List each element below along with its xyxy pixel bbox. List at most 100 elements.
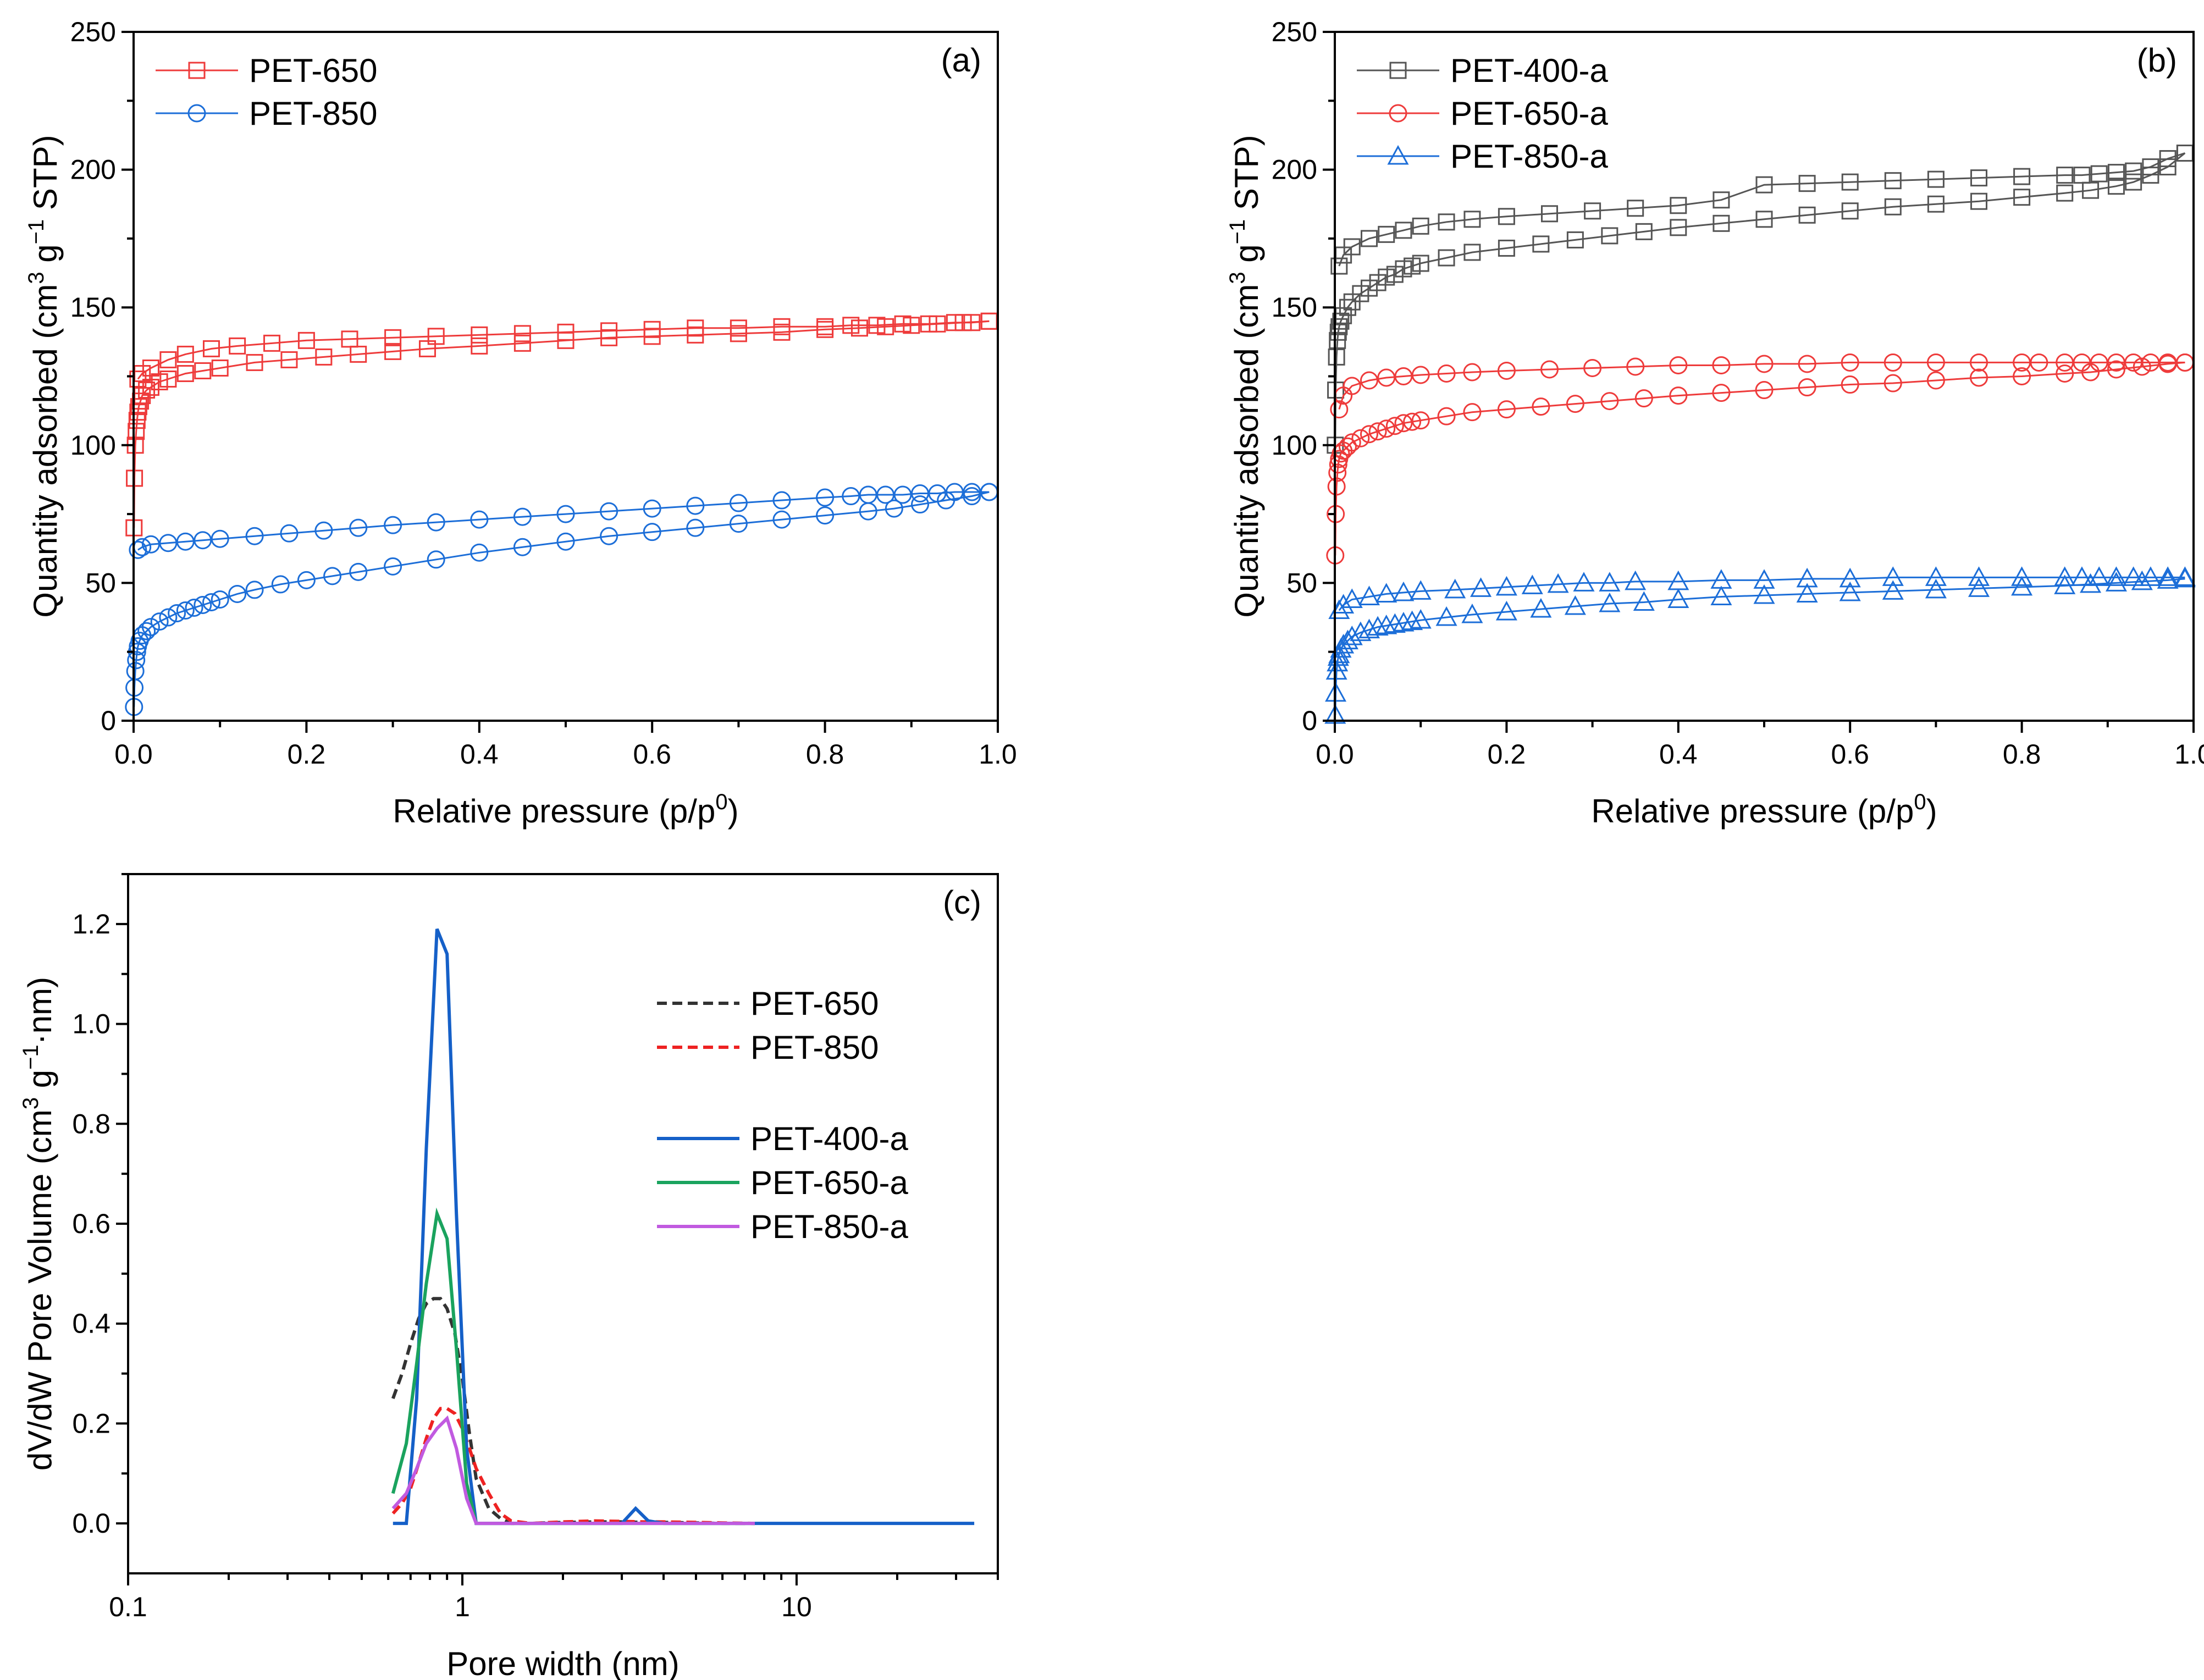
data-point-PET-850-a-adsorption: [1350, 621, 1372, 642]
data-point-PET-850-adsorption: [816, 506, 835, 525]
data-point-PET-850-a-desorption: [1410, 580, 1432, 600]
data-point-PET-650-a-desorption: [1755, 355, 1774, 373]
chart-panel-b: 0.0 0.2 0.4 0.6 0.8 1.0 0 50 100 150 200 250 Relativ…: [1225, 16, 2204, 830]
series-line-PET-850-a-desorption: [1338, 576, 2185, 611]
chart-panel-a: 0.0 0.2 0.4 0.6 0.8 1.0 0 50 100 150 200 250 Relativ…: [24, 16, 1017, 830]
legend-label: PET-850: [249, 95, 377, 132]
data-point-PET-400-a-adsorption: [1927, 195, 1945, 213]
data-point-PET-850-adsorption: [194, 595, 212, 614]
data-point-PET-850-a-adsorption: [1710, 585, 1732, 605]
y-tick-label: 100: [1272, 430, 1317, 461]
data-point-PET-850-a-desorption: [1796, 567, 1818, 588]
data-point-PET-400-a-adsorption: [1369, 274, 1387, 291]
data-point-PET-850-a-desorption: [2088, 566, 2110, 586]
data-point-PET-850-a-adsorption: [1796, 583, 1818, 603]
data-point-PET-650-a-desorption: [1970, 353, 1988, 372]
data-point-PET-850-a-desorption: [1547, 573, 1569, 593]
data-point-PET-850-desorption: [245, 527, 264, 545]
data-point-PET-650-a-adsorption: [1532, 397, 1550, 416]
data-point-PET-650-desorption: [687, 319, 704, 337]
y-tick-label: 0: [101, 705, 116, 736]
data-point-PET-650-desorption: [963, 314, 981, 331]
data-point-PET-650-adsorption: [418, 340, 436, 357]
data-point-PET-400-a-adsorption: [1635, 223, 1653, 240]
data-point-PET-650-a-desorption: [1626, 357, 1645, 376]
data-point-PET-850-a-desorption: [1470, 577, 1492, 597]
data-point-PET-650-a-desorption: [1497, 361, 1516, 380]
data-point-PET-850-a-adsorption: [1599, 592, 1621, 612]
legend-label: PET-650-a: [1450, 95, 1608, 132]
data-point-PET-850-adsorption: [228, 584, 247, 603]
data-point-PET-850-a-desorption: [1521, 574, 1543, 594]
legend-entry-PET-850-a: PET-850-a: [657, 1208, 908, 1245]
legend-entry-PET-400-a: PET-400-a: [1357, 52, 1608, 89]
data-point-PET-650-a-adsorption: [1394, 414, 1413, 433]
series-line-PET-400-a-adsorption: [1334, 152, 2186, 445]
data-point-PET-400-a-adsorption: [1339, 299, 1356, 316]
data-point-PET-400-a-adsorption: [1360, 279, 1378, 297]
y-tick-label: 1.0: [72, 1009, 111, 1040]
legend-marker: [1389, 62, 1407, 79]
y-tick-label: 0.8: [72, 1108, 111, 1139]
legend-label: PET-850-a: [750, 1208, 908, 1245]
data-point-PET-400-a-desorption: [2056, 167, 2074, 184]
data-point-PET-650-a-desorption: [1798, 355, 1816, 373]
data-point-PET-650-adsorption: [471, 337, 488, 355]
data-point-PET-850-desorption: [911, 484, 930, 503]
data-point-PET-400-a-desorption: [2013, 168, 2031, 185]
data-point-PET-850-a-desorption: [1882, 566, 1904, 586]
data-point-PET-650-a-adsorption: [1497, 400, 1516, 419]
data-point-PET-850-a-desorption: [1495, 576, 1517, 596]
x-axis-label: Relative pressure (p/p0): [1591, 790, 1937, 830]
series-line-PET-400-a-desorption: [1338, 152, 2185, 267]
y-tick-label: 50: [85, 567, 116, 598]
data-point-PET-650-desorption: [471, 326, 488, 344]
data-point-PET-400-a-adsorption: [1970, 192, 1987, 210]
data-point-PET-650-a-adsorption: [1327, 477, 1346, 496]
series-line-PET-650-a-desorption: [1338, 361, 2185, 410]
data-point-PET-850-a-adsorption: [2157, 569, 2179, 589]
data-point-PET-850-a-desorption: [1753, 569, 1775, 589]
data-point-PET-650-desorption: [842, 317, 860, 334]
data-point-PET-400-a-desorption: [1463, 211, 1481, 228]
data-point-PET-400-a-adsorption: [1395, 260, 1412, 278]
y-tick-label: 150: [70, 292, 116, 323]
plot-frame: [132, 31, 999, 722]
data-point-PET-650-desorption: [263, 334, 281, 352]
series-line-PET-650-adsorption: [133, 320, 990, 528]
legend-entry-PET-850: PET-850: [156, 95, 377, 132]
data-point-PET-650-a-adsorption: [1926, 371, 1945, 390]
data-point-PET-850-desorption: [176, 532, 195, 551]
data-point-PET-850-a-desorption: [1667, 570, 1689, 590]
x-tick-label: 10: [781, 1591, 812, 1622]
data-point-PET-650-desorption: [946, 314, 963, 331]
data-point-PET-650-a-adsorption: [1368, 422, 1387, 441]
legend-entry-PET-400-a: PET-400-a: [657, 1120, 908, 1157]
data-point-PET-850-a-adsorption: [1530, 598, 1552, 618]
data-point-PET-850-adsorption: [202, 593, 220, 611]
data-point-PET-850-a-adsorption: [1358, 618, 1380, 639]
data-point-PET-400-a-desorption: [1670, 197, 1687, 214]
legend-entry-PET-650: PET-650: [156, 52, 377, 89]
y-axis-label: Quantity adsorbed (cm3 g−1 STP): [24, 135, 64, 617]
data-point-PET-650-a-desorption: [1926, 353, 1945, 372]
data-point-PET-400-a-desorption: [1360, 230, 1378, 247]
data-point-PET-650-adsorption: [315, 348, 333, 366]
data-point-PET-650-a-adsorption: [1338, 437, 1357, 456]
data-point-PET-650-desorption: [229, 337, 246, 355]
data-point-PET-850-a-desorption: [1968, 566, 1990, 586]
y-tick-label: 200: [70, 154, 116, 185]
panel-label: (a): [941, 42, 981, 79]
data-point-PET-850-a-desorption: [1333, 594, 1355, 614]
data-point-PET-650-desorption: [920, 315, 937, 333]
data-point-PET-400-a-adsorption: [1332, 312, 1350, 330]
data-point-PET-650-desorption: [384, 329, 402, 346]
data-point-PET-650-a-adsorption: [1669, 386, 1688, 405]
data-point-PET-850-a-adsorption: [1925, 578, 1947, 599]
data-point-PET-650-desorption: [129, 371, 147, 388]
data-point-PET-850-a-adsorption: [2131, 570, 2153, 590]
data-point-PET-850-a-adsorption: [1435, 606, 1457, 626]
data-point-PET-850-desorption: [513, 507, 532, 526]
data-point-PET-650-a-adsorption: [1798, 378, 1816, 397]
data-point-PET-650-adsorption: [850, 319, 868, 337]
